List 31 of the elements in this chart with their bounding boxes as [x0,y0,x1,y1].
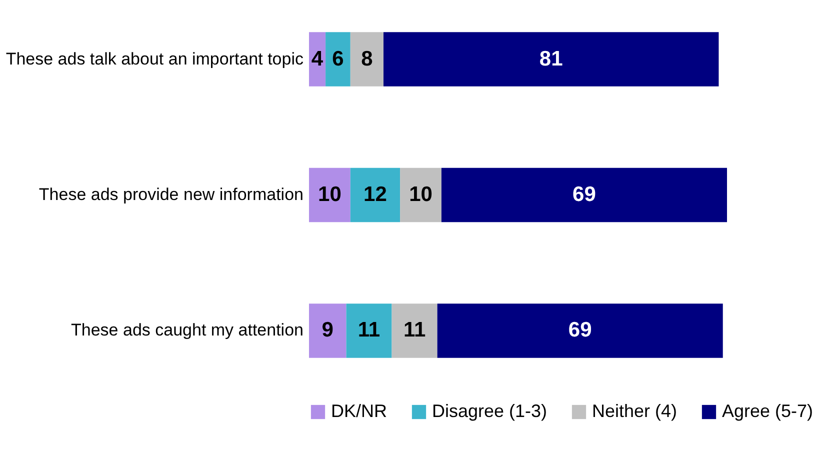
data-label: 12 [364,183,387,206]
data-label: 69 [572,183,596,206]
data-label: 6 [332,47,344,70]
bar [350,32,384,86]
y-tick-label: These ads caught my attention [71,320,304,340]
bar [309,32,326,86]
data-label: 9 [322,318,334,342]
data-label: 69 [568,318,592,342]
legend-label: Agree (5-7) [722,401,814,421]
bar [350,168,400,222]
data-label: 81 [539,47,564,70]
bar [309,168,350,222]
y-tick-label: These ads provide new information [38,185,304,204]
legend-label: Neither (4) [592,401,678,421]
data-label: 8 [361,47,374,70]
bar [383,32,719,86]
data-label: 10 [318,183,342,206]
legend-label: Disagree (1-3) [432,401,548,421]
bar [309,304,346,358]
legend-label: DK/NR [331,401,388,421]
data-label: 4 [311,47,324,70]
y-tick-label: These ads talk about an important topic [6,49,304,68]
data-label: 11 [358,318,380,342]
bar [437,304,723,358]
bar [441,168,727,222]
data-label: 10 [409,183,432,206]
bar [326,32,350,86]
bar [346,304,392,358]
bar [400,168,442,222]
data-label: 11 [403,318,426,342]
bar [392,304,438,358]
